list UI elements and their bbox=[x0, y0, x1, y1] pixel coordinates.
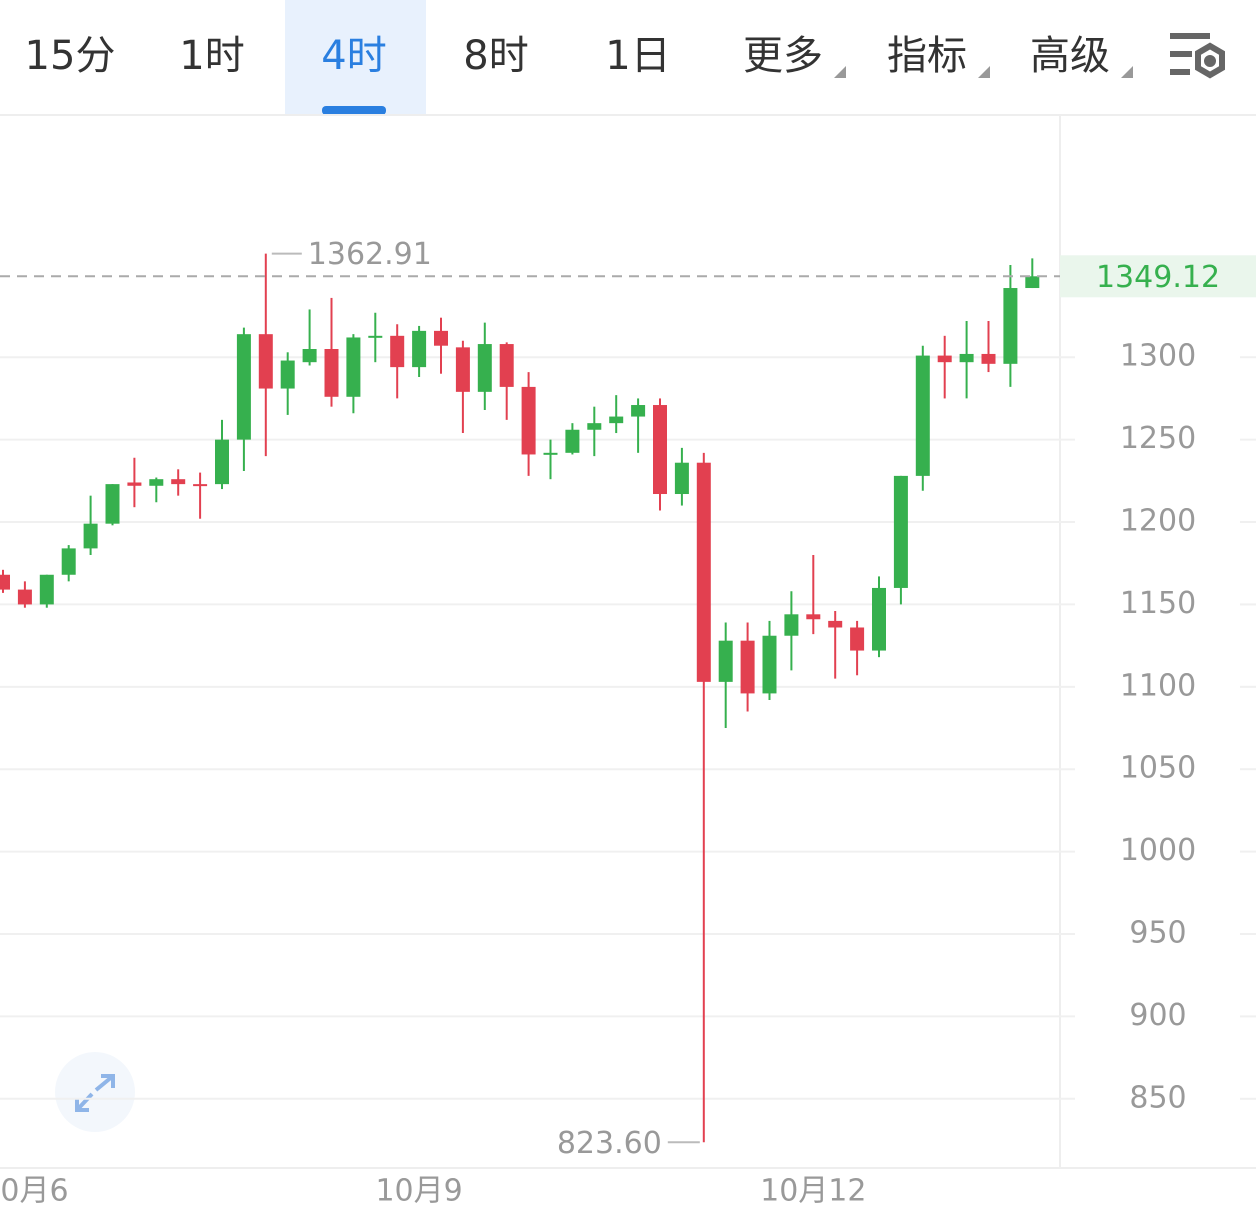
candle-body bbox=[61, 548, 76, 575]
candle-body bbox=[762, 635, 777, 694]
candle-body bbox=[193, 484, 208, 487]
tab[interactable]: 更多 bbox=[743, 33, 823, 79]
tab[interactable]: 15分 bbox=[25, 33, 116, 79]
tab[interactable]: 4时 bbox=[321, 33, 386, 79]
candle-body bbox=[105, 484, 120, 524]
expand-button[interactable] bbox=[55, 1052, 135, 1132]
candle-body bbox=[850, 627, 865, 651]
candle-body bbox=[521, 386, 536, 455]
candle-body bbox=[631, 405, 646, 417]
y-tick-label: 1250 bbox=[1120, 421, 1196, 456]
candle-body bbox=[149, 479, 164, 486]
candle-body bbox=[0, 574, 10, 590]
candle-body bbox=[215, 439, 229, 485]
active-tab-bg bbox=[285, 0, 426, 115]
tab[interactable]: 1时 bbox=[179, 33, 244, 79]
candle-body bbox=[806, 614, 821, 620]
candle-body bbox=[455, 347, 470, 392]
dropdown-arrow bbox=[1121, 66, 1133, 78]
candle-body bbox=[718, 640, 733, 682]
candle-body bbox=[477, 344, 492, 392]
candle-body bbox=[236, 334, 251, 440]
candle-body bbox=[959, 353, 974, 363]
candle-body bbox=[981, 353, 996, 364]
candle-body bbox=[302, 349, 317, 363]
y-tick-label: 1000 bbox=[1120, 833, 1196, 868]
x-tick-label: 10月6 bbox=[0, 1174, 69, 1209]
candle-body bbox=[1003, 288, 1018, 364]
candle-body bbox=[258, 334, 273, 389]
active-tab-indicator bbox=[322, 106, 386, 115]
y-tick-label: 1050 bbox=[1120, 751, 1196, 786]
candle-body bbox=[434, 330, 448, 346]
y-tick-label: 1200 bbox=[1120, 504, 1196, 539]
candle-body bbox=[609, 416, 624, 424]
candle-body bbox=[171, 479, 186, 485]
candle-body bbox=[740, 640, 755, 694]
candle-body bbox=[499, 344, 514, 387]
tab[interactable]: 8时 bbox=[463, 33, 528, 79]
max-label: 1362.91 bbox=[308, 237, 432, 272]
candle-body bbox=[83, 523, 98, 549]
tab[interactable]: 指标 bbox=[887, 33, 967, 79]
expand-icon bbox=[75, 1074, 115, 1112]
dropdown-arrow bbox=[834, 66, 846, 78]
y-tick-label: 850 bbox=[1129, 1080, 1186, 1115]
candle-body bbox=[368, 335, 383, 338]
candle-body bbox=[674, 462, 689, 495]
candle-body bbox=[784, 614, 799, 636]
tab[interactable]: 1日 bbox=[605, 33, 670, 79]
candle-body bbox=[828, 620, 843, 628]
candle-body bbox=[346, 337, 361, 397]
candle-body bbox=[893, 475, 908, 588]
x-tick-label: 10月9 bbox=[375, 1174, 462, 1209]
candle-body bbox=[565, 429, 580, 453]
y-tick-label: 1150 bbox=[1120, 586, 1196, 621]
candle-body bbox=[324, 349, 339, 397]
candle-body bbox=[543, 452, 558, 455]
candle-body bbox=[937, 355, 952, 363]
candle-body bbox=[412, 330, 427, 368]
min-label: 823.60 bbox=[557, 1126, 662, 1161]
candle-body bbox=[696, 462, 711, 682]
x-tick-label: 10月12 bbox=[760, 1174, 866, 1209]
candle-body bbox=[915, 355, 930, 476]
y-tick-label: 1300 bbox=[1120, 339, 1196, 374]
tab[interactable]: 高级 bbox=[1030, 33, 1110, 79]
candle-body bbox=[39, 574, 54, 605]
candle-body bbox=[653, 405, 667, 495]
dropdown-arrow bbox=[978, 66, 990, 78]
last-price-label: 1349.12 bbox=[1096, 260, 1220, 295]
settings-icon[interactable] bbox=[1170, 33, 1225, 79]
y-tick-label: 1100 bbox=[1120, 668, 1196, 703]
candle-body bbox=[127, 482, 142, 486]
y-tick-label: 950 bbox=[1129, 916, 1186, 951]
candle-body bbox=[390, 335, 405, 368]
candle-body bbox=[587, 423, 602, 430]
candle-body bbox=[17, 589, 32, 605]
y-tick-label: 900 bbox=[1129, 998, 1186, 1033]
candle-body bbox=[872, 587, 886, 651]
candle-body bbox=[1025, 276, 1040, 289]
last-price-box bbox=[1060, 255, 1256, 298]
candle-body bbox=[280, 360, 295, 389]
